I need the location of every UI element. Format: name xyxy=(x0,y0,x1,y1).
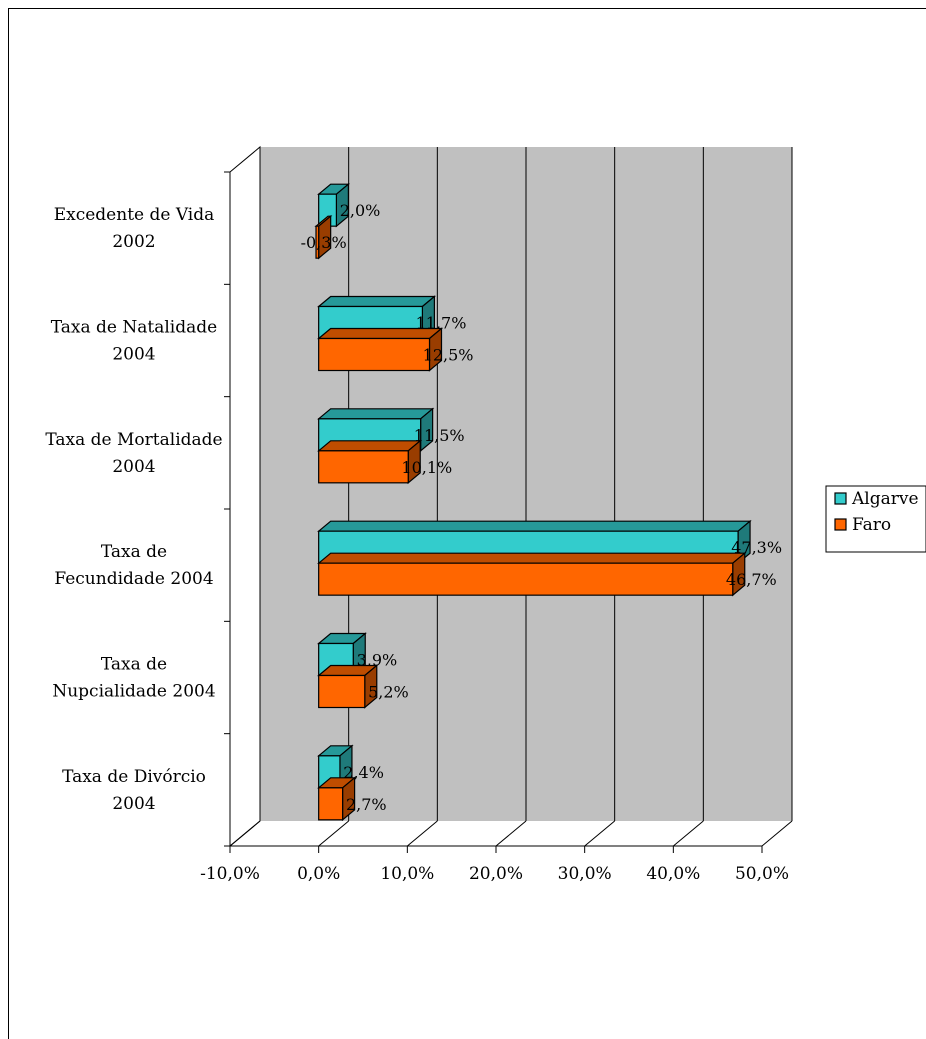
bar-front xyxy=(318,787,344,821)
data-label: 10,1% xyxy=(401,458,452,477)
bar-top xyxy=(317,520,752,532)
x-tick-label: 40,0% xyxy=(646,864,700,884)
category-label: Taxa de Natalidade 2004 xyxy=(51,318,217,365)
category-label: Taxa de Fecundidade 2004 xyxy=(54,542,213,589)
bar-algarve xyxy=(317,182,351,228)
x-tick-label: 30,0% xyxy=(558,864,612,884)
bar-front xyxy=(318,337,431,372)
chart-frame xyxy=(8,8,926,1039)
x-tick-label: -10,0% xyxy=(200,864,260,884)
category-label: Taxa de Nupcialidade 2004 xyxy=(52,655,215,702)
bar-top xyxy=(317,295,437,308)
bar-top xyxy=(317,327,444,340)
legend-label: Algarve xyxy=(851,489,919,509)
x-tick-label: 0,0% xyxy=(297,864,340,884)
plot-side-wall xyxy=(229,145,261,848)
category-label: Taxa de Mortalidade 2004 xyxy=(45,430,222,477)
bar-faro xyxy=(314,214,333,260)
bar-faro xyxy=(317,439,422,485)
x-tick-label: 10,0% xyxy=(380,864,434,884)
x-tick-label: 20,0% xyxy=(469,864,523,884)
legend-label: Faro xyxy=(852,515,891,535)
data-label: 2,4% xyxy=(343,763,384,782)
data-label: 11,5% xyxy=(414,426,465,445)
data-label: 46,7% xyxy=(726,570,777,589)
data-label: 47,3% xyxy=(731,538,782,557)
category-label: Taxa de Divórcio 2004 xyxy=(62,767,206,814)
data-label: 2,7% xyxy=(346,795,387,814)
category-label: Excedente de Vida 2002 xyxy=(54,205,215,252)
bar-faro xyxy=(317,327,444,372)
data-label: -0,3% xyxy=(301,233,347,252)
x-tick-label: 50,0% xyxy=(735,864,789,884)
legend-swatch xyxy=(834,518,847,531)
floor-gridline xyxy=(407,820,438,847)
floor-gridline xyxy=(761,820,793,847)
legend: Algarve Faro xyxy=(825,485,926,553)
bar-front xyxy=(318,674,366,709)
bar-front xyxy=(318,450,409,484)
bar-top xyxy=(317,440,422,452)
data-label: 11,7% xyxy=(416,314,467,333)
bar-faro xyxy=(317,551,747,597)
bar-faro xyxy=(317,664,379,709)
legend-swatch xyxy=(834,492,847,505)
bar-faro xyxy=(317,776,357,822)
floor-gridline xyxy=(229,820,261,847)
data-label: 5,2% xyxy=(368,683,409,702)
bar-top xyxy=(317,408,435,420)
data-label: 3,9% xyxy=(357,651,398,670)
floor-gridline xyxy=(584,820,615,847)
data-label: 2,0% xyxy=(340,201,381,220)
floor-gridline xyxy=(495,820,527,847)
floor-gridline xyxy=(673,820,704,847)
floor-gridline xyxy=(318,820,349,847)
bar-top xyxy=(317,552,747,564)
data-label: 12,5% xyxy=(423,346,474,365)
bar-front xyxy=(318,562,734,596)
bar-front xyxy=(315,225,320,259)
